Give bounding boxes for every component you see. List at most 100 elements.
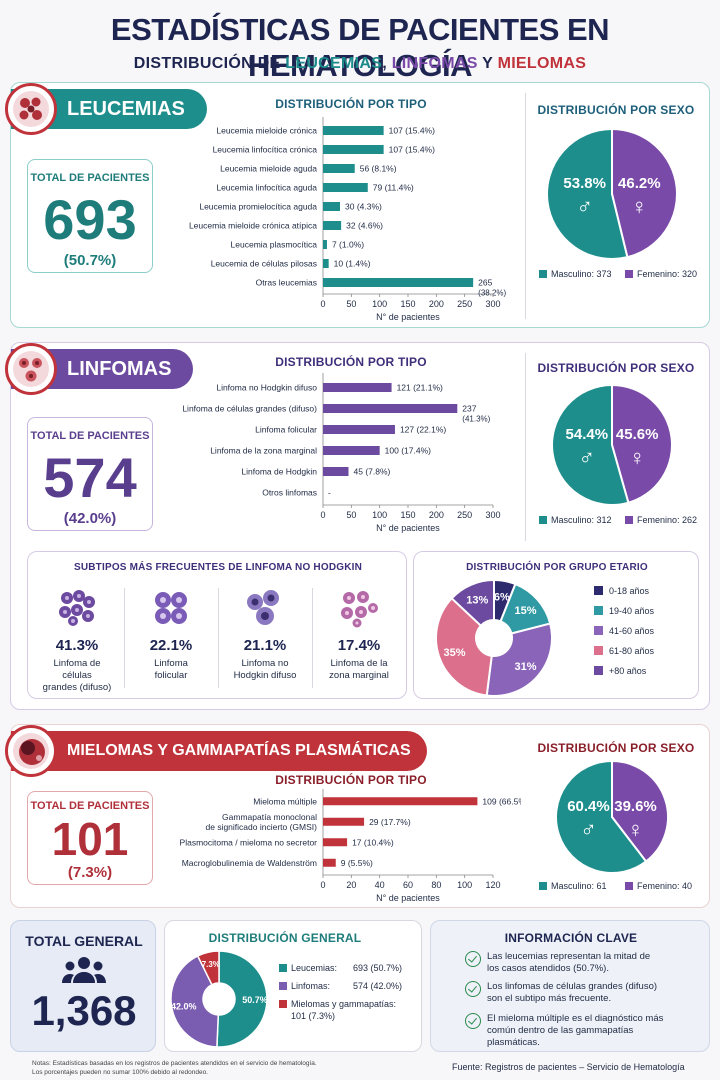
blood-cells-icon — [5, 83, 57, 135]
legend-female: Femenino: 320 — [625, 269, 697, 279]
footer-notes: Notas: Estadísticas basadas en los regis… — [32, 1060, 317, 1076]
leucemias-sexo-title: DISTRIBUCIÓN POR SEXO — [537, 103, 695, 117]
bar — [323, 838, 348, 847]
legend-label: +80 años — [609, 666, 647, 676]
x-tick-label: 150 — [400, 299, 415, 309]
bar-category-label: Leucemia mieloide crónica atípica — [189, 221, 317, 231]
bar — [323, 221, 342, 230]
bar-value-label: 109 (66.5%) — [482, 796, 521, 806]
donut-slice-label: 6% — [494, 592, 510, 604]
x-tick-label: 100 — [457, 880, 472, 890]
pie-slice-female — [611, 383, 673, 504]
x-tick-label: 100 — [372, 299, 387, 309]
legend-label: 41-60 años — [609, 626, 655, 636]
bar-value-label: 45 (7.8%) — [354, 467, 391, 477]
subtipo-item: 41.3% Linfoma de células grandes (difuso) — [38, 588, 116, 694]
mielomas-total-box: TOTAL DE PACIENTES 101 (7.3%) — [27, 791, 153, 885]
divider — [312, 588, 313, 688]
x-tick-label: 50 — [346, 299, 356, 309]
bar-category-label: Leucemia promielocítica aguda — [199, 202, 317, 212]
x-tick-label: 300 — [485, 299, 500, 309]
divider — [218, 588, 219, 688]
total-general-title: TOTAL GENERAL — [25, 933, 143, 949]
legend-label: 61-80 años — [609, 646, 655, 656]
subtipo-name: Linfoma de células grandes (difuso) — [42, 658, 112, 693]
check-icon — [465, 981, 481, 997]
bar — [323, 797, 478, 806]
total-percent: (7.3%) — [67, 864, 113, 881]
bar-category-label: Linfoma de células grandes (difuso) — [182, 404, 317, 414]
donut-slice — [170, 954, 220, 1048]
legend-swatch — [279, 1000, 287, 1008]
x-tick-label: 20 — [346, 880, 356, 890]
legend-swatch — [625, 516, 633, 524]
pie-label-female: 39.6% — [614, 798, 657, 815]
legend-item: Leucemias: 693 (50.7%) — [279, 963, 419, 981]
footer-source: Fuente: Registros de pacientes – Servici… — [452, 1062, 685, 1072]
subtipo-percent: 17.4% — [337, 637, 381, 654]
total-value: 574 — [43, 446, 137, 509]
edad-donut-chart: 6% 15% 31% 35% 13% — [435, 578, 553, 697]
people-icon — [62, 957, 106, 983]
x-axis-label: N° de pacientes — [376, 893, 440, 903]
total-general-value: 1,368 — [31, 987, 137, 1034]
x-tick-label: 250 — [457, 299, 472, 309]
subtipo-item: 17.4% Linfoma de la zona marginal — [320, 588, 398, 682]
total-percent: (42.0%) — [63, 510, 117, 527]
bar — [323, 425, 395, 434]
legend-swatch — [625, 882, 633, 890]
bar-value-label: 107 (15.4%) — [389, 126, 435, 136]
linfomas-badge: LINFOMAS — [5, 343, 194, 395]
bar-category-label: Leucemia de células pilosas — [211, 259, 317, 269]
total-general-card: TOTAL GENERAL 1,368 — [10, 920, 156, 1052]
x-tick-label: 120 — [485, 880, 500, 890]
subtipos-title: SUBTIPOS MÁS FRECUENTES DE LINFOMA NO HO… — [73, 562, 363, 573]
bar-value-label: 10 (1.4%) — [334, 259, 371, 269]
cell-cluster-icon — [341, 591, 378, 628]
legend-male: Masculino: 373 — [539, 269, 612, 279]
leucemias-tipo-title: DISTRIBUCIÓN POR TIPO — [275, 97, 427, 111]
linfomas-total-box: TOTAL DE PACIENTES 574 (42.0%) — [27, 417, 153, 531]
mielomas-badge: MIELOMAS Y GAMMAPATÍAS PLASMÁTICAS — [5, 725, 427, 777]
check-icon — [465, 1013, 481, 1029]
bar-value-label: (38.2%) — [478, 289, 506, 298]
bar-category-label: Leucemia linfocítica aguda — [216, 183, 317, 193]
bar — [323, 259, 329, 268]
divider — [124, 588, 125, 688]
bar-value-label: 30 (4.3%) — [345, 202, 382, 212]
male-symbol-icon: ♂ — [580, 817, 597, 842]
bar-value-label: 107 (15.4%) — [389, 145, 435, 155]
bar-category-label: Leucemia mieloide aguda — [220, 164, 317, 174]
subtipo-percent: 22.1% — [149, 637, 193, 654]
page-subtitle: DISTRIBUCIÓN DE LEUCEMIAS, LINFOMAS Y MI… — [133, 55, 587, 72]
bar — [323, 183, 368, 192]
legend-male: Masculino: 312 — [539, 515, 612, 525]
informacion-clave-card: INFORMACIÓN CLAVE Las leucemias represen… — [430, 920, 710, 1052]
legend-swatch — [279, 964, 287, 972]
info-item: Los linfomas de células grandes (difuso)… — [465, 981, 697, 1005]
x-tick-label: 50 — [346, 510, 356, 520]
donut-slice — [450, 578, 495, 628]
bar-value-label: 237 — [462, 404, 476, 414]
subtipo-name: Linfoma de la zona marginal — [329, 658, 389, 681]
bar-value-label: 127 (22.1%) — [400, 425, 446, 435]
legend-swatch — [594, 646, 603, 655]
female-symbol-icon: ♀ — [631, 194, 648, 219]
pie-slice-male — [546, 127, 629, 260]
legend-item: Linfomas: 574 (42.0%) — [279, 981, 419, 999]
donut-slice — [216, 950, 268, 1048]
distribucion-general-card: DISTRIBUCIÓN GENERAL 50.7% 42.0% 7.3% Leuc… — [164, 920, 422, 1052]
subtipo-percent: 41.3% — [55, 637, 99, 654]
linfomas-sexo-title: DISTRIBUCIÓN POR SEXO — [537, 361, 695, 375]
x-axis-label: N° de pacientes — [376, 523, 440, 533]
bar-category-label: Leucemia mieloide crónica — [216, 126, 317, 136]
x-axis-label: N° de pacientes — [376, 312, 440, 322]
legend-swatch — [594, 606, 603, 615]
general-legend: Leucemias: 693 (50.7%) Linfomas: 574 (42… — [279, 963, 419, 1021]
x-tick-label: 60 — [403, 880, 413, 890]
bar-category-label: de significado incierto (GMSI) — [206, 822, 318, 832]
informacion-clave-title: INFORMACIÓN CLAVE — [504, 931, 638, 945]
info-item: El mieloma múltiple es el diagnóstico má… — [465, 1013, 697, 1049]
male-symbol-icon: ♂ — [576, 194, 593, 219]
legend-label: 0-18 años — [609, 586, 650, 596]
